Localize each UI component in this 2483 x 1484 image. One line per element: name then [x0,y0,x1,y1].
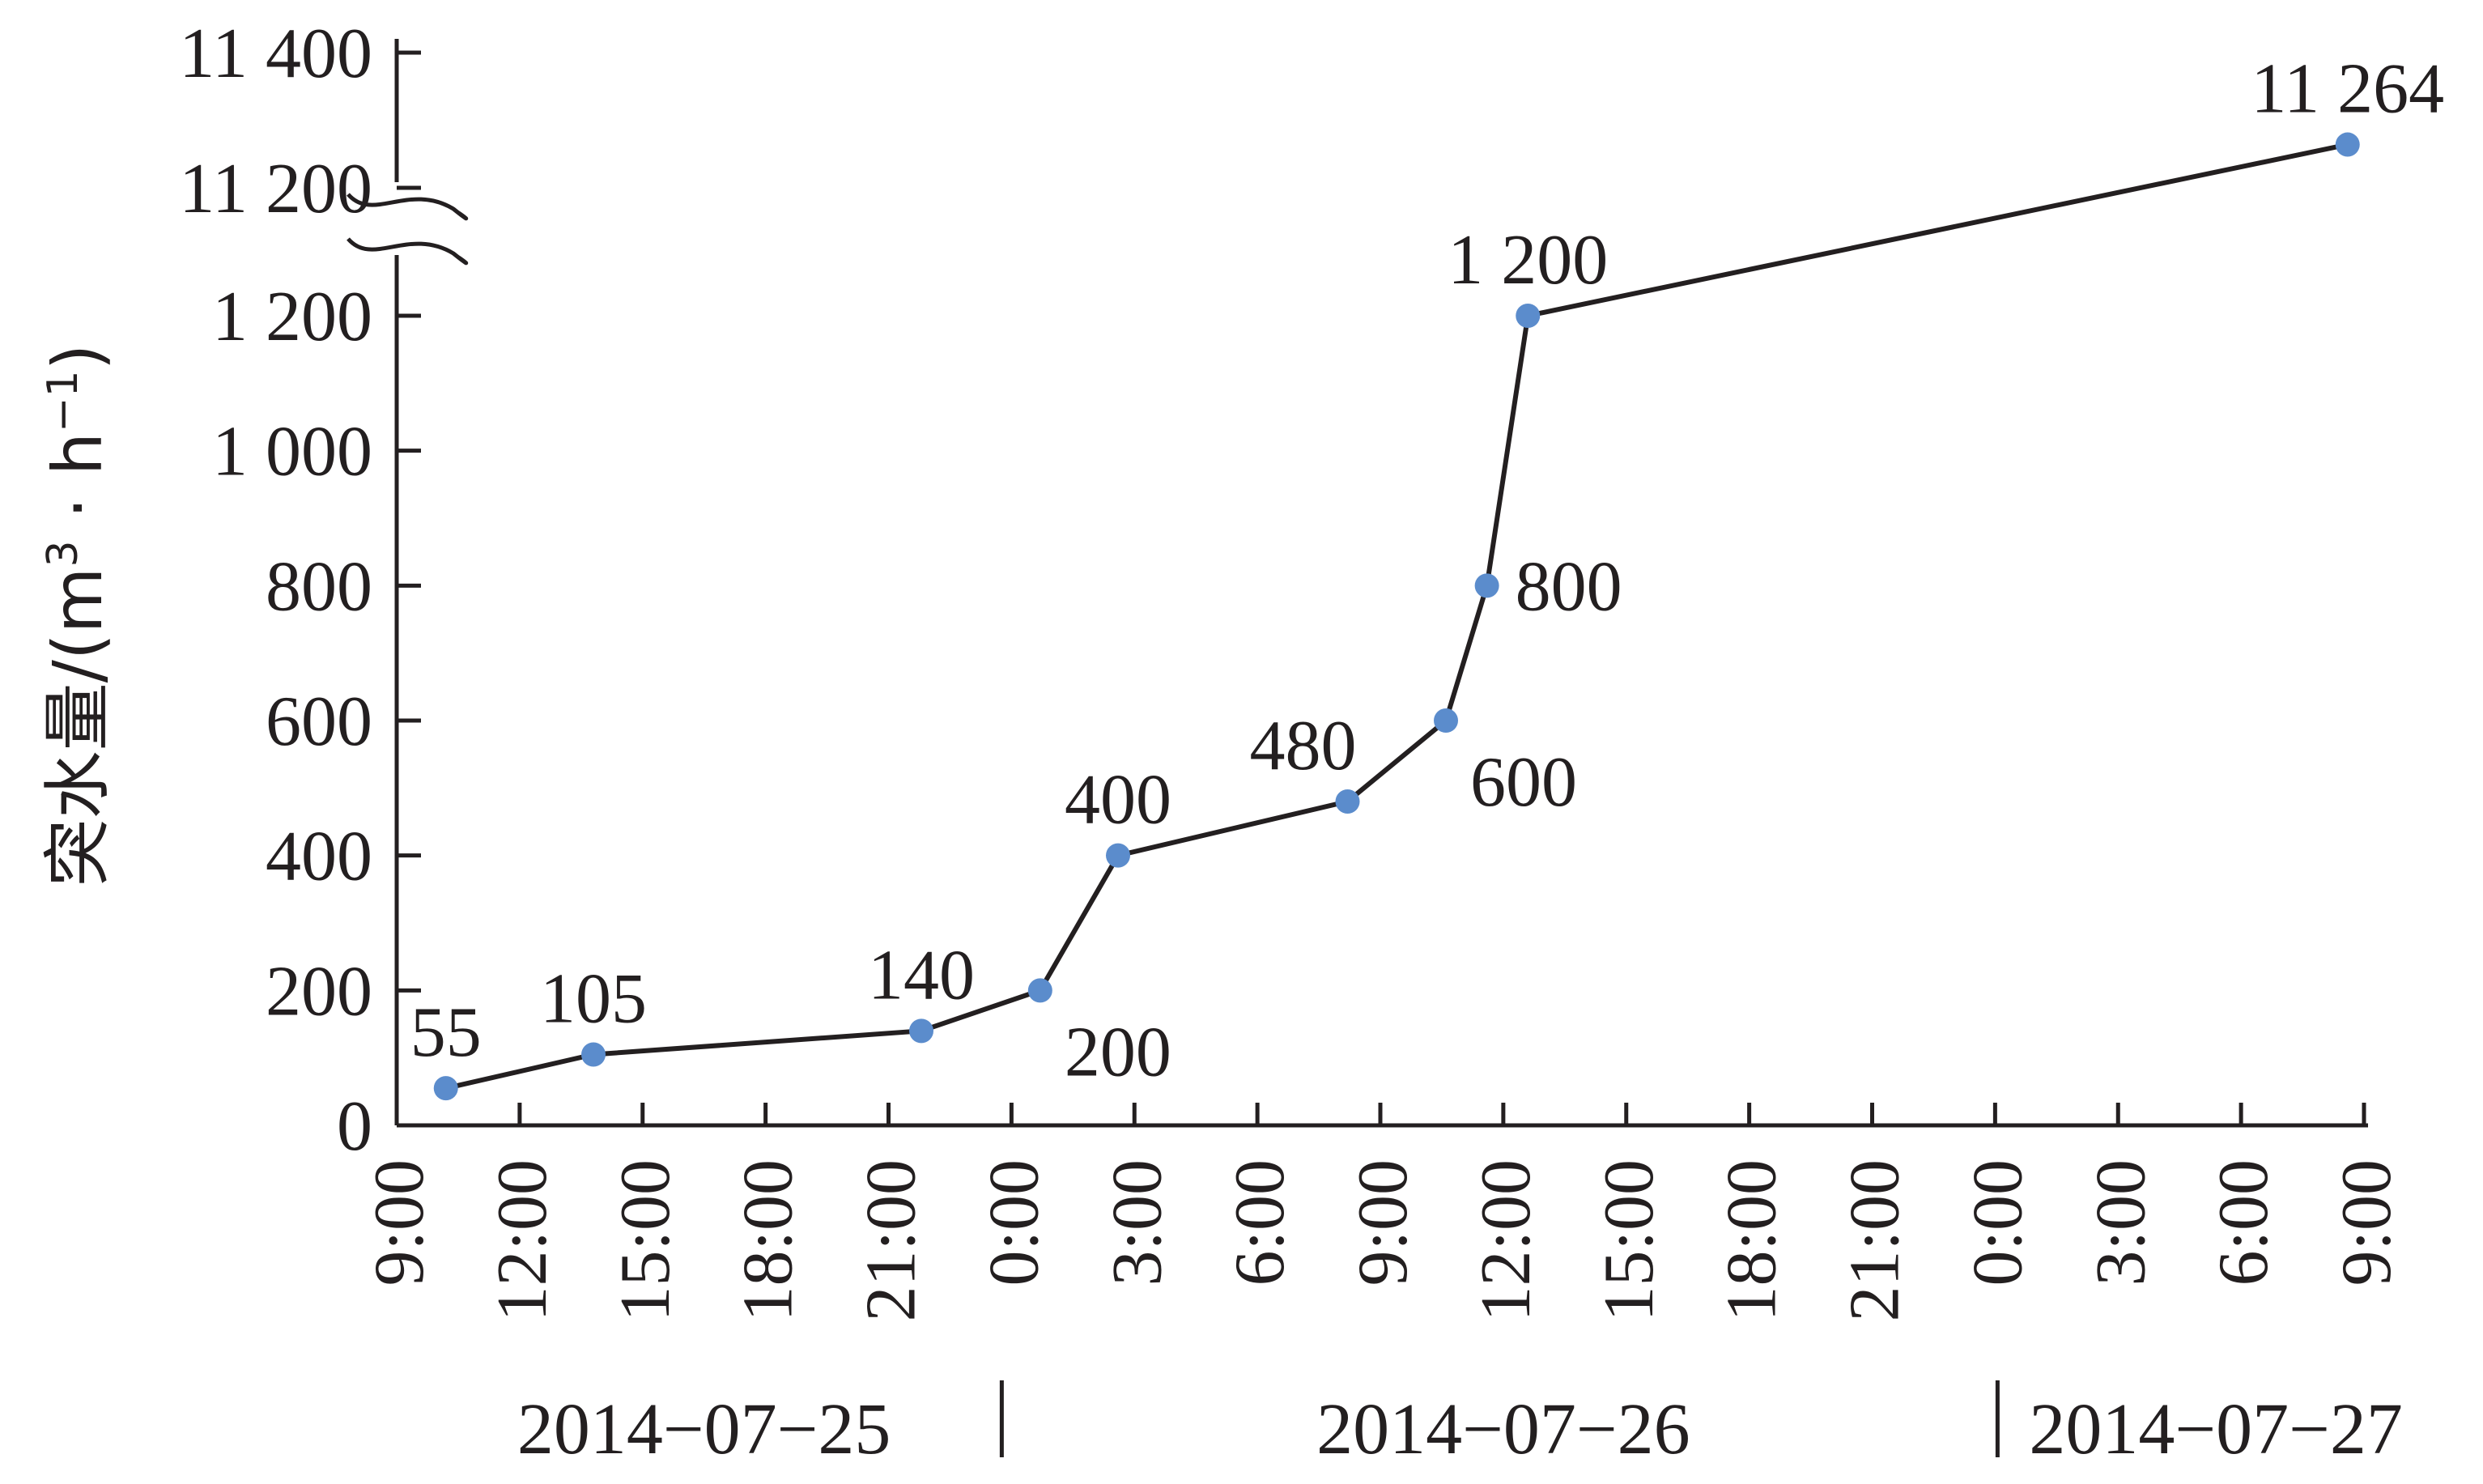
y-axis-title-main: 突水量/(m [38,567,117,887]
data-label: 600 [1470,743,1577,822]
data-point [2335,132,2360,157]
data-label: 11 264 [2251,50,2444,129]
x-tick-label: 9:00 [360,1159,439,1286]
series-group: 55 105 140 200 400 480 600 800 1 200 11 264 [410,50,2444,1101]
y-axis-title-end: ) [38,344,117,371]
data-label: 105 [540,960,647,1039]
x-tick-label: 3:00 [1098,1159,1176,1286]
x-tick-label: 15:00 [1590,1159,1669,1321]
y-axis-title-mid: · h [38,432,117,540]
data-label: 200 [1065,1013,1171,1091]
y-tick-label: 400 [266,818,372,896]
data-point [1516,304,1541,328]
y-tick-label: 600 [266,682,372,761]
y-axis-title-sup1: 3 [39,540,87,567]
axis-break-mark-upper [347,193,469,221]
x-tick-label: 15:00 [606,1159,685,1321]
series-line [445,142,2349,1091]
x-tick-label: 6:00 [2205,1159,2283,1286]
y-tick-label: 0 [337,1087,372,1166]
x-tick-label: 21:00 [852,1159,931,1321]
x-tick-label: 18:00 [729,1159,808,1321]
x-tick-label: 0:00 [1958,1159,2037,1286]
data-label: 1 200 [1448,221,1608,300]
data-point [909,1018,933,1044]
data-label: 140 [868,936,975,1014]
x-tick-label: 9:00 [2328,1159,2406,1286]
data-label: 400 [1065,761,1171,840]
y-tick-label: 11 200 [179,150,372,228]
y-tick-label: 800 [266,547,372,626]
data-point [433,1076,458,1101]
y-tick-label: 200 [266,952,372,1031]
y-axis-title-sup2: −1 [39,370,87,432]
date-label: 2014−07−27 [2029,1389,2403,1469]
x-tick-label: 3:00 [2081,1159,2160,1286]
x-tick-label: 9:00 [1344,1159,1422,1286]
x-tick-label: 21:00 [1836,1159,1915,1321]
data-point [1434,708,1458,733]
data-point [1027,978,1052,1003]
x-tick-label: 6:00 [1221,1159,1299,1286]
data-point [581,1042,606,1067]
date-labels: 2014−07−25 2014−07−26 2014−07−27 [517,1380,2403,1469]
data-label: 480 [1250,707,1357,785]
axis-break-mark-lower [347,237,469,266]
data-label: 800 [1516,547,1622,626]
x-axis-ticks: 9:00 12:00 15:00 18:00 21:00 0:00 3:00 6:00 9:00… [360,1103,2406,1321]
x-tick-label: 18:00 [1713,1159,1792,1321]
y-axis-ticks: 0 200 400 600 800 1 000 1 200 11 200 11 400 [179,15,421,1166]
data-point [1474,573,1499,598]
y-tick-label: 1 000 [212,413,372,491]
date-label: 2014−07−26 [1316,1389,1690,1469]
data-point [1106,843,1130,868]
x-tick-label: 0:00 [975,1159,1053,1286]
x-tick-label: 12:00 [483,1159,562,1321]
x-tick-label: 12:00 [1467,1159,1545,1321]
y-tick-label: 1 200 [212,278,372,356]
data-point [1335,789,1360,814]
y-tick-label: 11 400 [179,15,372,93]
y-axis-title: 突水量/(m3 · h−1) [38,344,117,887]
data-label: 55 [410,993,482,1072]
date-label: 2014−07−25 [517,1389,891,1469]
